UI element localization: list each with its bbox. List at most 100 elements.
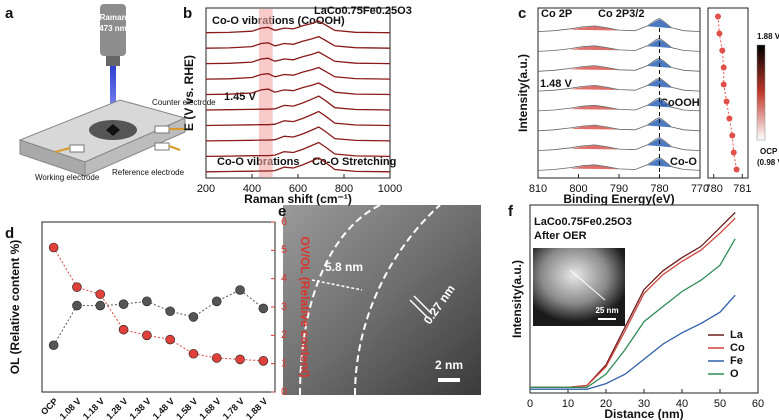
x-tick-label: 400	[243, 183, 261, 195]
x-tick-label: 60	[752, 398, 764, 410]
schematic: Raman 473 nm Counter electrode Working e…	[18, 4, 216, 182]
y-axis-label: E (V vs. RHE)	[182, 55, 196, 131]
series-line	[205, 20, 391, 34]
marker	[72, 300, 82, 311]
fit-area	[647, 19, 672, 29]
lattice-line	[413, 295, 433, 315]
annotation: LaCo0.75Fe0.25O3	[534, 216, 632, 228]
panel-label: c	[518, 5, 526, 22]
fit-area	[570, 145, 619, 150]
x-tick-label: 0	[527, 398, 533, 410]
x-axis-label: Raman shift (cm⁻¹)	[244, 192, 352, 206]
haadf-image	[533, 248, 625, 326]
y2-tick-label: 0	[281, 386, 287, 398]
x-tick-label: 40	[676, 398, 688, 410]
fit-area	[647, 98, 672, 108]
annotation: Co-O Stretching	[312, 156, 396, 168]
annotation: LaCo0.75Fe0.25O3	[314, 5, 412, 17]
spectrum	[537, 37, 701, 52]
fit-area	[570, 66, 619, 71]
marker	[118, 324, 129, 335]
boundary	[354, 204, 441, 396]
fit-area	[570, 46, 619, 51]
x-tick-label: 790	[610, 183, 628, 195]
legend-label: Fe	[730, 355, 743, 367]
laser-label: 473 nm	[99, 24, 127, 33]
annotation: Co 2P	[541, 8, 572, 20]
electrode-label: Reference electrode	[112, 168, 185, 177]
y-axis-label: Intensity(a.u.)	[510, 260, 524, 338]
x-tick-label: 780	[705, 183, 723, 195]
series-line	[53, 289, 264, 346]
x-tick-label: 1.58 V	[174, 396, 199, 420]
annotation: 25 nm	[595, 306, 618, 315]
y2-tick-label: 5	[281, 244, 287, 256]
series-line	[205, 157, 391, 173]
series-line	[205, 95, 391, 111]
x-tick-label: 10	[562, 398, 574, 410]
marker	[188, 348, 199, 359]
reference-electrode	[154, 142, 170, 151]
objective-tip	[106, 56, 120, 66]
working-electrode	[69, 144, 85, 153]
wire	[168, 145, 181, 151]
x-tick-label: 1000	[378, 183, 402, 195]
x-tick-label: 780	[650, 183, 668, 195]
x-axis-label: Binding Energy(eV)	[563, 192, 674, 206]
series-line	[205, 141, 391, 158]
plot-frame	[537, 7, 701, 179]
scale-bar	[438, 378, 460, 382]
marker	[188, 312, 199, 322]
series-line	[530, 238, 736, 389]
series-line	[53, 247, 264, 362]
spectrum	[537, 117, 701, 132]
fit-area	[570, 85, 619, 90]
legend-label: Co	[730, 342, 745, 354]
point	[723, 98, 730, 105]
lattice-line	[409, 299, 429, 319]
marker	[72, 282, 82, 292]
legend-label: La	[730, 329, 744, 341]
fit-area	[570, 165, 619, 170]
panel-label: e	[278, 203, 286, 220]
marker	[211, 353, 222, 363]
series-line	[205, 126, 391, 142]
marker	[258, 356, 269, 366]
series-line	[205, 66, 391, 80]
marker	[118, 299, 129, 309]
x-tick-label: 1.78 V	[221, 396, 246, 420]
shell-label: 5.8 nm	[325, 260, 363, 274]
annotation: 1.48 V	[540, 78, 572, 90]
electrode-label: Working electrode	[35, 173, 100, 182]
fit-area	[647, 78, 672, 88]
x-tick-label: 800	[335, 183, 353, 195]
marker	[142, 330, 152, 341]
marker	[95, 289, 106, 300]
annotation: After OER	[534, 230, 587, 242]
x-tick-label: 20	[600, 398, 612, 410]
electrode-label: Counter electrode	[152, 98, 216, 107]
point	[730, 149, 737, 156]
series-line	[205, 82, 391, 96]
colorbar-label: OCP	[760, 147, 778, 156]
point	[715, 13, 721, 20]
marker	[258, 303, 269, 314]
point	[720, 81, 727, 88]
marker	[95, 300, 106, 311]
fit-area	[570, 26, 619, 31]
x-tick-label: 800	[569, 183, 587, 195]
laser-label: Raman	[100, 13, 127, 22]
marker	[165, 334, 175, 345]
annotation: Co 2P3/2	[598, 8, 644, 20]
spectrum	[537, 57, 701, 72]
x-tick-label: 1.48 V	[151, 396, 176, 420]
scan-line	[569, 269, 606, 301]
spectrum	[537, 136, 701, 151]
spectrum	[537, 156, 701, 171]
x-tick-label: 30	[638, 398, 650, 410]
measure	[311, 279, 363, 291]
spectrum	[537, 77, 701, 92]
x-tick-label: 1.38 V	[127, 396, 152, 420]
series-line	[205, 110, 391, 127]
panel-label: b	[183, 5, 192, 22]
